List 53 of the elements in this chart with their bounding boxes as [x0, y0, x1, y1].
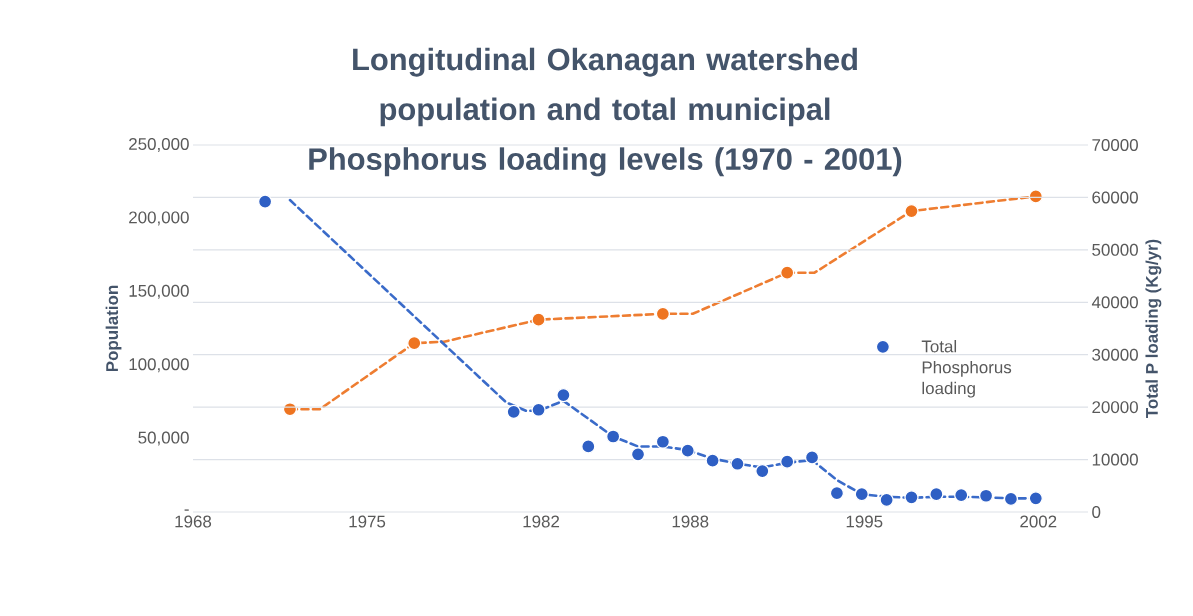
y-axis-title: Population [105, 285, 122, 372]
point [407, 336, 422, 351]
legend-label: Total Phosphorus loading [921, 339, 1012, 398]
point [556, 387, 571, 403]
point [954, 488, 969, 503]
point [257, 194, 273, 209]
point [1028, 491, 1043, 506]
chart-title: Longitudinal Okanagan watershed population and total municipal Phosphorus loading levels (1970 - 2001) [309, 47, 902, 177]
point [929, 487, 944, 502]
point [1003, 491, 1019, 507]
y2-tick-label: 0 [1092, 506, 1101, 518]
y2-tick-label: 10000 [1092, 453, 1138, 466]
point [1028, 189, 1043, 204]
point [506, 404, 521, 420]
point [680, 443, 695, 458]
point [655, 306, 671, 321]
point [730, 456, 745, 471]
point [780, 265, 795, 280]
x-tick-label: 1988 [672, 515, 709, 528]
point [705, 453, 720, 468]
y-tick-label: 150,000 [129, 284, 189, 299]
y-tick-label: 100,000 [129, 358, 189, 373]
point [780, 454, 795, 469]
y2-axis-title: Total P loading (Kg/yr) [1145, 239, 1162, 419]
x-tick-label: 1982 [523, 515, 560, 528]
y-tick-label: - [184, 509, 189, 511]
y2-tick-label: 50000 [1092, 243, 1138, 256]
x-tick-label: 1968 [175, 515, 212, 528]
point [804, 450, 820, 465]
point [879, 492, 894, 508]
point [531, 402, 546, 417]
y2-tick-label: 20000 [1092, 401, 1138, 414]
y-tick-label: 250,000 [129, 138, 189, 152]
point [630, 447, 646, 462]
y-tick-label: 200,000 [129, 211, 189, 226]
point [606, 429, 621, 444]
y2-tick-label: 40000 [1091, 296, 1138, 309]
point [904, 203, 919, 219]
point [531, 312, 546, 327]
x-tick-label: 1975 [349, 515, 386, 528]
point [755, 463, 770, 479]
point [854, 487, 869, 502]
y2-tick-label: 60000 [1092, 191, 1138, 204]
x-tick-label: 1995 [846, 515, 883, 528]
x-tick-label: 2002 [1020, 515, 1057, 528]
point [581, 439, 596, 454]
point [904, 490, 919, 505]
point [829, 485, 845, 501]
y-tick-label: 50,000 [138, 431, 189, 446]
point [978, 488, 994, 503]
y2-tick-label: 30000 [1092, 348, 1138, 361]
y2-tick-label: 70000 [1092, 139, 1138, 151]
point [655, 434, 671, 449]
